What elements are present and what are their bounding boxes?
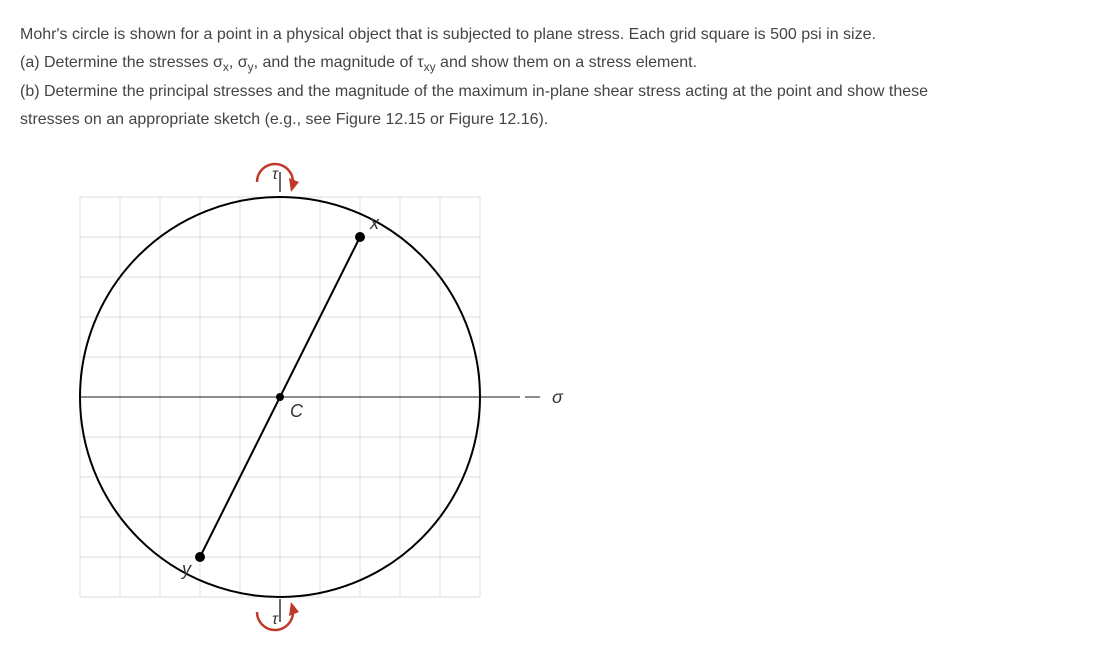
subscript-xy: xy [424,60,436,74]
tau-upper-label: τ [272,166,279,183]
center-label: C [290,401,304,421]
point-x [355,232,365,242]
tau-lower-label: τ [272,611,279,628]
part-a-pre: (a) Determine the stresses σ [20,54,223,71]
tau-upper-arrow [289,178,299,192]
part-b-line2: stresses on an appropriate sketch (e.g.,… [20,107,1080,133]
intro-pre: Mohr's circle is shown for a point in a … [20,26,770,43]
intro-line: Mohr's circle is shown for a point in a … [20,22,1080,48]
part-a-line: (a) Determine the stresses σx, σy, and t… [20,50,1080,77]
point-y [195,552,205,562]
grid-size-value: 500 psi [770,26,822,43]
part-b-line1: (b) Determine the principal stresses and… [20,79,1080,105]
sigma-axis-label: σ [552,387,564,407]
comma-sigma: , σ [229,54,248,71]
intro-post: in size. [822,26,876,43]
mohr-circle-diagram: σ Cx y τ τ [50,162,570,642]
part-a-mid: , and the magnitude of τ [254,54,424,71]
center-point [276,393,284,401]
point-x-label: x [369,213,380,233]
problem-statement: Mohr's circle is shown for a point in a … [20,22,1080,132]
tau-lower-arrow [289,602,299,616]
part-a-post: and show them on a stress element. [436,54,697,71]
point-y-label: y [180,559,192,579]
